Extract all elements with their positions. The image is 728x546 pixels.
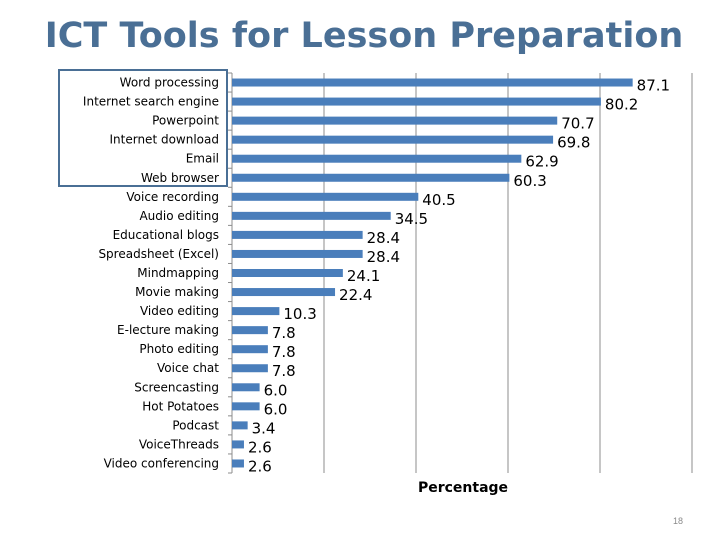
data-label: 28.4	[367, 229, 400, 247]
category-label: Screencasting	[134, 380, 219, 394]
data-label: 87.1	[637, 77, 670, 95]
bar	[232, 307, 280, 316]
data-label: 2.6	[248, 457, 272, 475]
data-label: 24.1	[347, 267, 380, 285]
slide-number: 18	[673, 516, 684, 526]
data-label: 7.8	[272, 362, 296, 380]
data-label: 10.3	[283, 305, 316, 323]
category-label: Video editing	[140, 304, 219, 318]
bar	[232, 173, 510, 182]
bar	[232, 326, 268, 335]
data-label: 80.2	[605, 96, 638, 114]
bar	[232, 249, 363, 258]
category-label: Internet search engine	[83, 95, 219, 109]
data-label: 40.5	[422, 191, 455, 209]
data-label: 7.8	[272, 324, 296, 342]
category-label: Spreadsheet (Excel)	[98, 247, 219, 261]
highlight-box	[58, 69, 228, 187]
x-axis-label: Percentage	[418, 480, 508, 496]
bar	[232, 345, 268, 354]
bar	[232, 78, 633, 87]
data-label: 34.5	[395, 210, 428, 228]
bar	[232, 192, 419, 201]
data-label: 69.8	[557, 134, 590, 152]
bar	[232, 421, 248, 430]
bar	[232, 459, 244, 468]
category-label: Word processing	[120, 76, 219, 90]
chart-axis	[228, 72, 233, 474]
data-label: 7.8	[272, 343, 296, 361]
bar	[232, 364, 268, 373]
data-label: 22.4	[339, 286, 372, 304]
bar	[232, 97, 601, 106]
category-label: VoiceThreads	[139, 437, 219, 451]
category-label: Web browser	[141, 171, 219, 185]
data-label: 6.0	[264, 381, 288, 399]
data-label: 60.3	[513, 172, 546, 190]
data-label: 3.4	[252, 419, 276, 437]
category-label: Email	[186, 152, 219, 166]
category-label: Podcast	[172, 418, 219, 432]
bar	[232, 383, 260, 392]
value-labels: 87.180.270.769.862.960.340.534.528.428.4…	[248, 77, 670, 476]
category-label: Mindmapping	[137, 266, 219, 280]
data-label: 28.4	[367, 248, 400, 266]
slide-title: ICT Tools for Lesson Preparation	[44, 16, 684, 56]
bar	[232, 116, 558, 125]
category-label: Educational blogs	[113, 228, 219, 242]
category-label: Voice recording	[126, 190, 219, 204]
category-label: Hot Potatoes	[142, 399, 219, 413]
category-label: Audio editing	[139, 209, 219, 223]
data-label: 2.6	[248, 438, 272, 456]
bar	[232, 154, 522, 163]
category-label: Video conferencing	[104, 456, 219, 470]
data-label: 70.7	[561, 115, 594, 133]
bar	[232, 440, 244, 449]
data-label: 62.9	[525, 153, 558, 171]
category-label: Powerpoint	[152, 114, 219, 128]
bar	[232, 211, 391, 220]
bar	[232, 269, 343, 277]
chart-bars	[232, 78, 633, 468]
data-label: 6.0	[264, 400, 288, 418]
bar	[232, 288, 336, 297]
category-label: Photo editing	[139, 342, 219, 356]
category-label: Voice chat	[157, 361, 219, 375]
bar	[232, 402, 260, 411]
category-label: Internet download	[110, 133, 220, 147]
bar	[232, 135, 554, 144]
category-label: Movie making	[135, 285, 219, 299]
bar	[232, 230, 363, 239]
category-labels: Word processing Internet search engine Pow…	[83, 76, 219, 471]
category-label: E-lecture making	[117, 323, 219, 337]
